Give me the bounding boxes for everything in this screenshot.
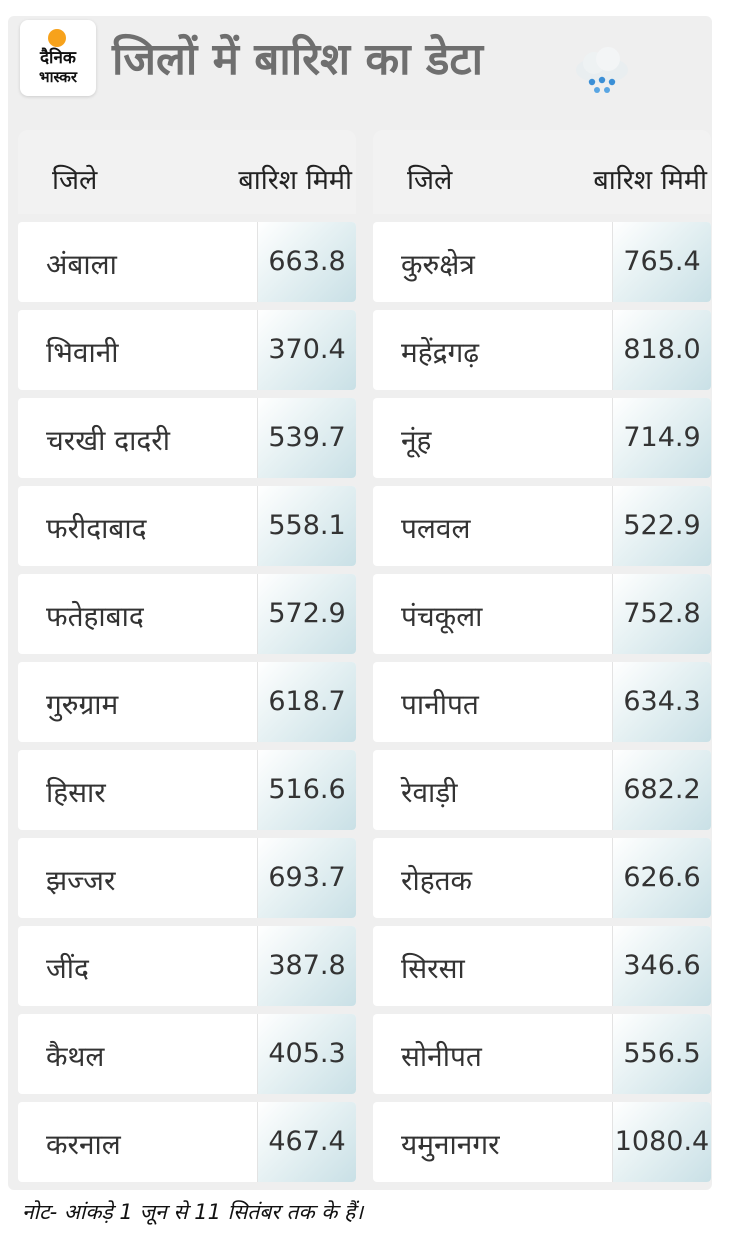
district-name: गुरुग्राम (46, 688, 119, 721)
district-name: पानीपत (401, 688, 479, 721)
district-name: फरीदाबाद (46, 512, 147, 545)
rainfall-value: 539.7 (257, 398, 356, 478)
rainfall-value: 663.8 (257, 222, 356, 302)
district-name: झज्जर (46, 864, 116, 897)
table-row: कैथल 405.3 (18, 1014, 356, 1094)
district-name: यमुनानगर (401, 1128, 500, 1161)
table-header: जिले बारिश मिमी (373, 130, 711, 214)
district-name: सिरसा (401, 952, 465, 985)
table-row: यमुनानगर 1080.4 (373, 1102, 711, 1182)
rain-cloud-icon (576, 47, 628, 93)
district-name: फतेहाबाद (46, 600, 144, 633)
header-rainfall: बारिश मिमी (238, 165, 352, 196)
district-name: हिसार (46, 776, 106, 809)
district-name: करनाल (46, 1128, 121, 1161)
logo-text-line2: भास्कर (39, 68, 77, 86)
district-name: नूंह (401, 424, 432, 457)
rainfall-value: 682.2 (612, 750, 711, 830)
rainfall-value: 818.0 (612, 310, 711, 390)
table-row: चरखी दादरी 539.7 (18, 398, 356, 478)
rainfall-value: 626.6 (612, 838, 711, 918)
rainfall-value: 765.4 (612, 222, 711, 302)
district-name: जींद (46, 952, 89, 985)
page-title: जिलों में बारिश का डेटा (112, 34, 483, 85)
table-row: पंचकूला 752.8 (373, 574, 711, 654)
table-header: जिले बारिश मिमी (18, 130, 356, 214)
rainfall-value: 522.9 (612, 486, 711, 566)
header-district: जिले (407, 165, 453, 196)
district-name: सोनीपत (401, 1040, 482, 1073)
rainfall-value: 1080.4 (612, 1102, 711, 1182)
district-name: अंबाला (46, 248, 117, 281)
logo-sun-dot (48, 29, 66, 47)
rainfall-value: 370.4 (257, 310, 356, 390)
rainfall-value: 572.9 (257, 574, 356, 654)
district-name: चरखी दादरी (46, 424, 170, 457)
logo-text-line1: दैनिक (40, 48, 76, 68)
table-right-column: जिले बारिश मिमी कुरुक्षेत्र 765.4 महेंद्र… (373, 130, 711, 1182)
table-row: फरीदाबाद 558.1 (18, 486, 356, 566)
district-name: रेवाड़ी (401, 776, 458, 809)
rainfall-value: 387.8 (257, 926, 356, 1006)
district-name: पलवल (401, 512, 471, 545)
footnote: नोट- आंकड़े 1 जून से 11 सितंबर तक के हैं… (22, 1200, 364, 1224)
rainfall-value: 618.7 (257, 662, 356, 742)
district-name: रोहतक (401, 864, 473, 897)
table-row: पानीपत 634.3 (373, 662, 711, 742)
table-row: नूंह 714.9 (373, 398, 711, 478)
table-row: सोनीपत 556.5 (373, 1014, 711, 1094)
table-row: झज्जर 693.7 (18, 838, 356, 918)
table-row: गुरुग्राम 618.7 (18, 662, 356, 742)
district-name: भिवानी (46, 336, 119, 369)
table-row: रोहतक 626.6 (373, 838, 711, 918)
rainfall-value: 714.9 (612, 398, 711, 478)
table-row: करनाल 467.4 (18, 1102, 356, 1182)
rainfall-value: 693.7 (257, 838, 356, 918)
rainfall-value: 467.4 (257, 1102, 356, 1182)
table-row: पलवल 522.9 (373, 486, 711, 566)
header-rainfall: बारिश मिमी (593, 165, 707, 196)
rainfall-value: 752.8 (612, 574, 711, 654)
brand-logo: दैनिक भास्कर (20, 20, 96, 96)
rainfall-value: 556.5 (612, 1014, 711, 1094)
rainfall-value: 346.6 (612, 926, 711, 1006)
header: दैनिक भास्कर जिलों में बारिश का डेटा (0, 0, 730, 110)
table-row: जींद 387.8 (18, 926, 356, 1006)
table-row: रेवाड़ी 682.2 (373, 750, 711, 830)
table-row: हिसार 516.6 (18, 750, 356, 830)
table-row: कुरुक्षेत्र 765.4 (373, 222, 711, 302)
table-left-column: जिले बारिश मिमी अंबाला 663.8 भिवानी 370.4 … (18, 130, 356, 1182)
rainfall-value: 634.3 (612, 662, 711, 742)
rainfall-value: 405.3 (257, 1014, 356, 1094)
district-name: महेंद्रगढ़ (401, 336, 480, 369)
district-name: कैथल (46, 1040, 105, 1073)
district-name: कुरुक्षेत्र (401, 248, 475, 281)
header-district: जिले (52, 165, 98, 196)
table-row: सिरसा 346.6 (373, 926, 711, 1006)
table-row: फतेहाबाद 572.9 (18, 574, 356, 654)
rainfall-value: 516.6 (257, 750, 356, 830)
table-row: महेंद्रगढ़ 818.0 (373, 310, 711, 390)
district-name: पंचकूला (401, 600, 483, 633)
table-row: अंबाला 663.8 (18, 222, 356, 302)
rainfall-value: 558.1 (257, 486, 356, 566)
table-row: भिवानी 370.4 (18, 310, 356, 390)
